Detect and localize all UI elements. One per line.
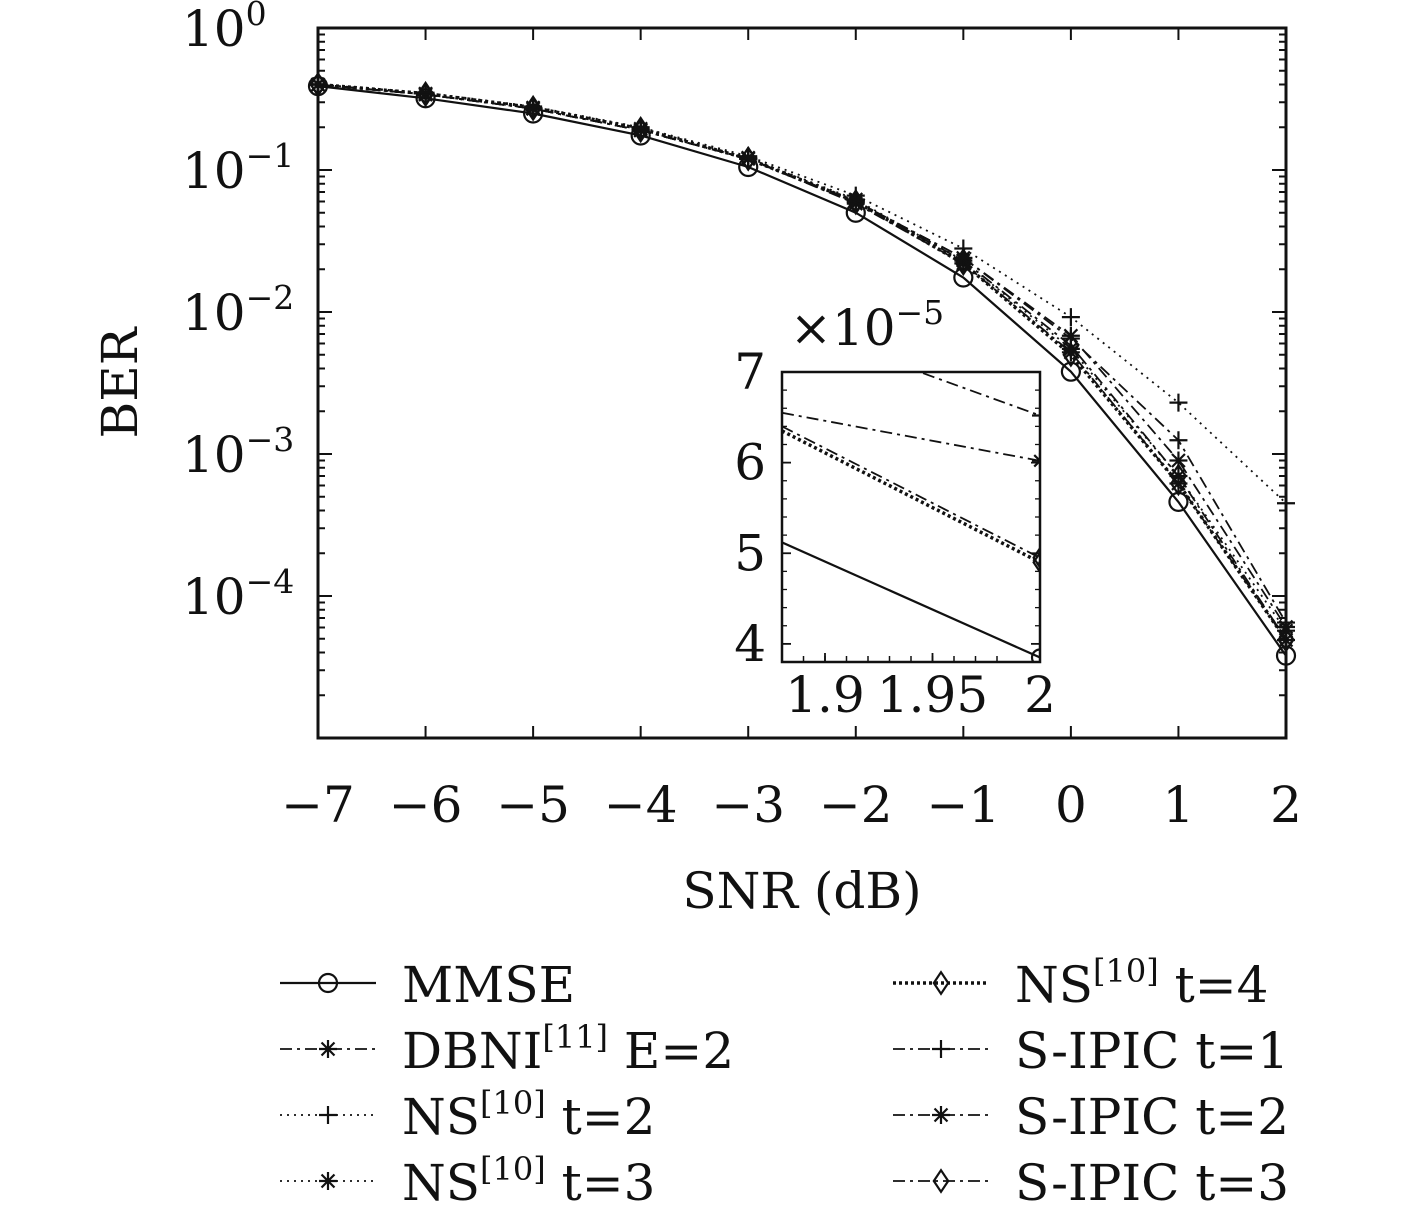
- legend-item: NS[10] t=3: [280, 1150, 655, 1212]
- x-tick-label: −3: [711, 776, 785, 834]
- data-point: [1169, 431, 1188, 450]
- y-tick-label: 10−3: [182, 420, 294, 484]
- inset-plot: 1.9 1.95 2 4 5 6 7 ×10−5: [734, 293, 1056, 724]
- inset-y-multiplier: ×10−5: [790, 293, 944, 357]
- legend-item: S-IPIC t=2: [893, 1088, 1289, 1146]
- legend-label: S-IPIC t=1: [1015, 1022, 1289, 1080]
- data-point: [1062, 332, 1080, 359]
- data-point: [1060, 361, 1081, 382]
- data-point: [417, 81, 435, 108]
- inset-y-tick-label: 4: [734, 615, 766, 673]
- legend-item: S-IPIC t=1: [893, 1022, 1289, 1080]
- legend-label: NS[10] t=4: [1015, 952, 1268, 1014]
- legend-item: MMSE: [280, 956, 575, 1014]
- y-tick-label: 10−4: [182, 562, 294, 626]
- data-point: [954, 249, 973, 268]
- data-point: [739, 145, 757, 172]
- x-tick-label: −7: [281, 776, 355, 834]
- data-point: [1277, 626, 1295, 653]
- data-point: [632, 117, 650, 144]
- data-point: [309, 71, 327, 98]
- legend-label: S-IPIC t=2: [1015, 1088, 1289, 1146]
- inset-y-tick-label: 5: [734, 524, 766, 582]
- inset-series-line: [782, 425, 1040, 559]
- legend-item: DBNI[11] E=2: [280, 1018, 734, 1080]
- inset-series-s-ipic-t-1: [917, 372, 1040, 424]
- legend-marker: [319, 1106, 337, 1124]
- data-point: [954, 250, 972, 277]
- series-line: [317, 82, 1288, 641]
- inset-series-ns-t-4: [782, 429, 1040, 574]
- inset-series-line: [917, 372, 1040, 417]
- inset-data-point: [1030, 648, 1040, 662]
- y-tick-label: 10−1: [182, 136, 294, 200]
- series-s-ipic-t-3: [309, 71, 1295, 653]
- legend-marker: [932, 1040, 950, 1058]
- x-tick-label: −6: [389, 776, 463, 834]
- y-axis-label: BER: [91, 326, 149, 438]
- inset-series-s-ipic-t-2: [782, 411, 1040, 469]
- x-tick-label: −2: [819, 776, 893, 834]
- inset-series-line: [782, 429, 1040, 564]
- legend-label: DBNI[11] E=2: [402, 1018, 734, 1080]
- data-point: [1061, 308, 1080, 327]
- main-axes-frame: [316, 26, 1288, 740]
- inset-x-tick-label: 2: [1024, 666, 1056, 724]
- x-tick-label: 1: [1163, 776, 1195, 834]
- data-point: [1169, 393, 1188, 412]
- data-point: [1277, 494, 1295, 513]
- inset-series-s-ipic-t-3: [782, 425, 1040, 570]
- series-line: [317, 85, 1287, 657]
- data-point: [847, 189, 865, 216]
- data-point: [846, 192, 865, 211]
- inset-axes-frame: [780, 370, 1042, 664]
- legend-marker: [319, 1172, 337, 1190]
- inset-series-mmse: [782, 541, 1040, 662]
- x-axis-label: SNR (dB): [682, 862, 921, 920]
- data-point: [739, 149, 758, 168]
- legend-marker: [932, 1106, 950, 1124]
- data-point: [1169, 451, 1188, 470]
- inset-background: [782, 372, 1040, 662]
- legend-item: NS[10] t=4: [893, 952, 1268, 1014]
- inset-series-line: [782, 411, 1040, 462]
- inset-data-point: [1032, 550, 1040, 574]
- legend-marker: [932, 1168, 950, 1194]
- legend-item: NS[10] t=2: [280, 1084, 655, 1146]
- x-tick-label: 2: [1270, 776, 1302, 834]
- legend-marker: [317, 972, 339, 994]
- inset-data-point: [1032, 407, 1040, 424]
- legend-label: NS[10] t=2: [402, 1084, 655, 1146]
- main-plot: −7 −6 −5 −4 −3 −2 −1 0 1 2 100 10−1 10−2 10−3 10−4 SNR …: [91, 0, 1302, 920]
- legend-label: NS[10] t=3: [402, 1150, 655, 1212]
- legend-item: S-IPIC t=3: [893, 1154, 1289, 1212]
- legend-marker: [319, 1040, 337, 1058]
- data-point: [1169, 463, 1187, 489]
- inset-y-tick-label: 7: [734, 343, 766, 401]
- inset-data-point: [1032, 546, 1040, 570]
- x-tick-label: −4: [604, 776, 678, 834]
- inset-series-line: [782, 541, 1040, 659]
- series-line: [317, 83, 1287, 624]
- inset-y-tick-label: 6: [734, 434, 766, 492]
- data-point: [524, 95, 542, 122]
- legend: MMSE NS[10] t=4 DBNI[11] E=2 S-IPIC t=1 NS[1…: [280, 952, 1289, 1212]
- legend-label: MMSE: [402, 956, 575, 1014]
- data-point: [524, 99, 543, 118]
- x-tick-label: 0: [1055, 776, 1087, 834]
- inset-x-tick-label: 1.9: [785, 666, 865, 724]
- data-point: [1061, 339, 1080, 358]
- legend-marker: [932, 970, 950, 996]
- y-tick-label: 10−2: [182, 278, 294, 342]
- y-tick-label: 100: [182, 0, 267, 58]
- legend-label: S-IPIC t=3: [1015, 1154, 1289, 1212]
- data-point: [954, 247, 972, 274]
- x-tick-label: −5: [496, 776, 570, 834]
- inset-x-tick-label: 1.95: [877, 666, 988, 724]
- x-tick-label: −1: [926, 776, 1000, 834]
